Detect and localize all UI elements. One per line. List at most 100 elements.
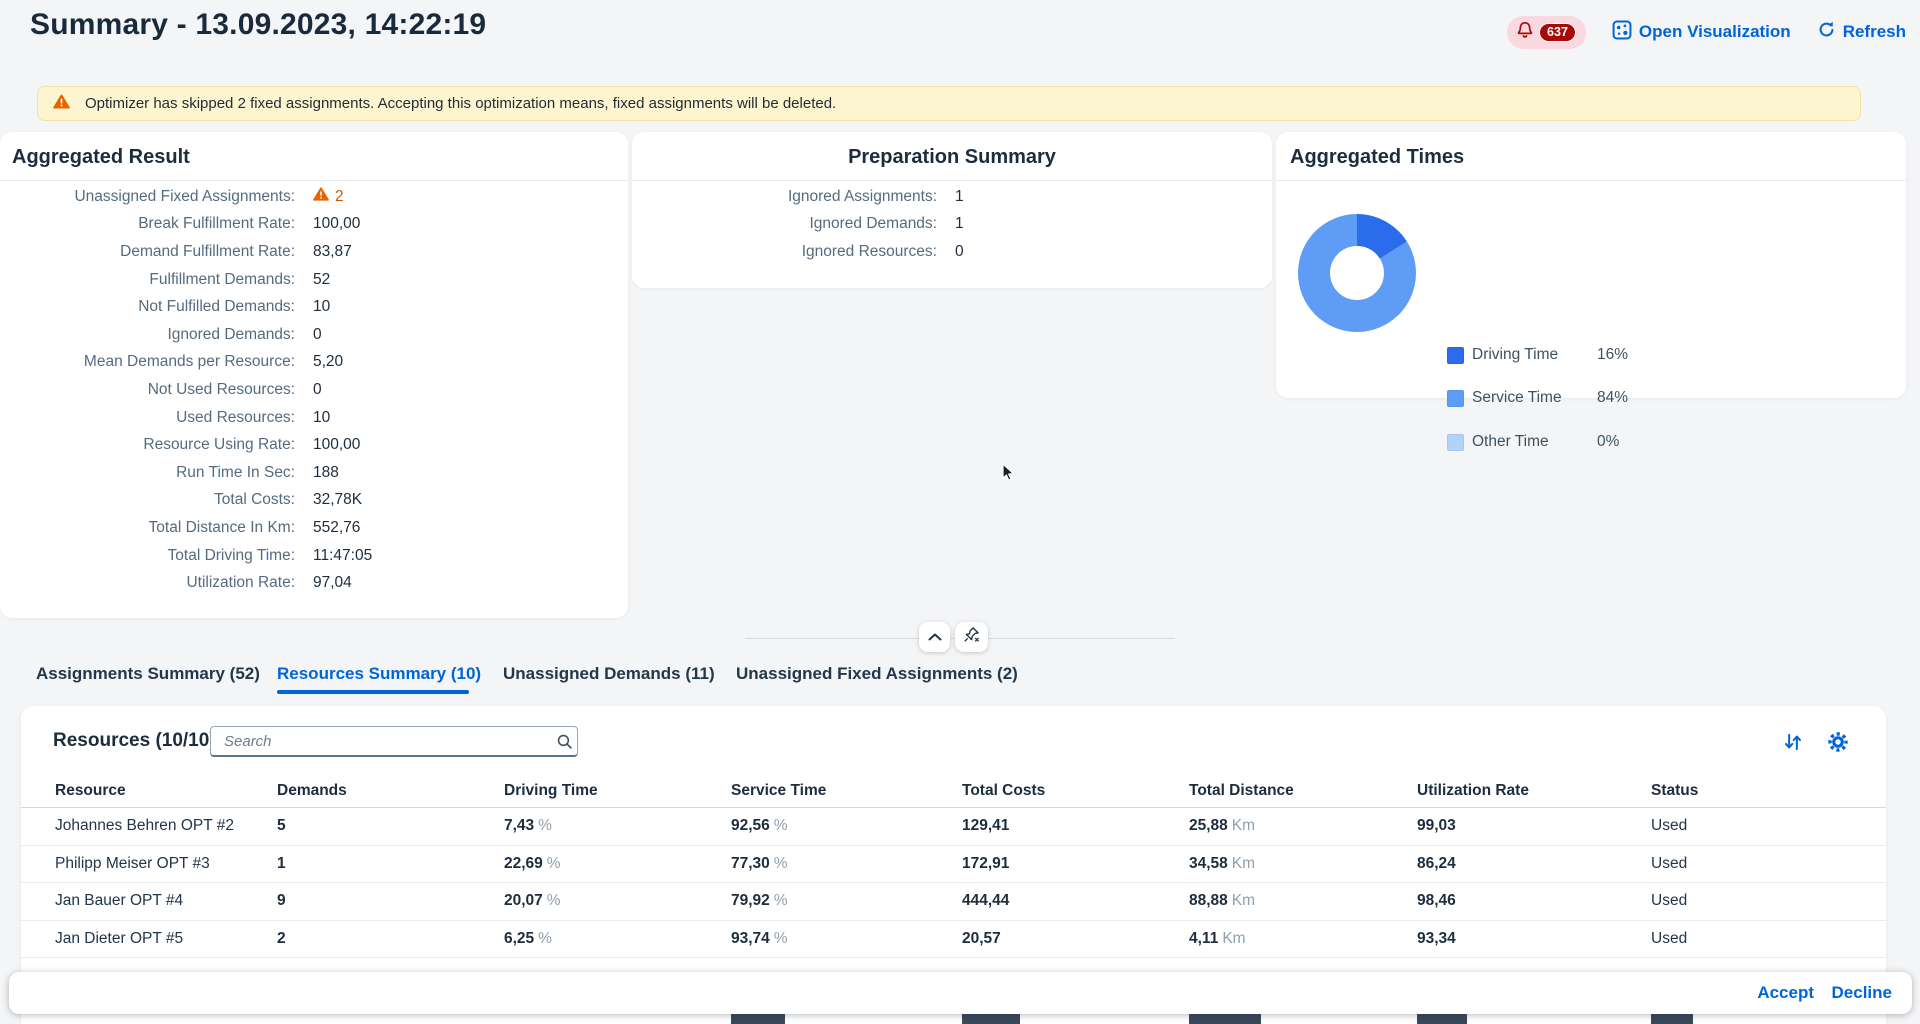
legend-swatch-other [1447,433,1464,451]
search-icon[interactable] [551,733,577,750]
column-header-demands[interactable]: Demands [277,781,347,799]
cell-total-costs: 129,41 [962,817,1010,835]
cell-utilization-rate: 86,24 [1417,854,1456,872]
tab-unassigned-fixed-assignments[interactable]: Unassigned Fixed Assignments (2) [736,664,1018,683]
warning-banner-text: Optimizer has skipped 2 fixed assignment… [85,95,837,112]
cell-total-costs: 172,91 [962,854,1010,872]
cell-service-time: 77,30% [731,854,788,872]
cell-driving-time: 7,43% [504,817,552,835]
header-actions: 637 Open Visualization Refresh [1507,14,1906,50]
tab-unassigned-demands[interactable]: Unassigned Demands (11) [503,664,715,683]
aggregated-result-rows: Unassigned Fixed Assignments: 2 Break Fu… [0,183,628,597]
kv-row: Mean Demands per Resource: 5,20 [83,353,344,371]
cell-status: Used [1651,929,1688,947]
aggregated-result-card: Aggregated Result Unassigned Fixed Assig… [0,132,628,618]
clipped-row-fragment [1417,1012,1467,1024]
search-input[interactable] [211,732,551,750]
aggregated-times-card: Aggregated Times Driving Time 16% Servic… [1276,132,1906,451]
open-visualization-button[interactable]: Open Visualization [1612,20,1791,45]
cell-resource: Jan Dieter OPT #5 [55,929,184,947]
table-row[interactable]: Johannes Behren OPT #2 5 7,43% 92,56% 12… [21,808,1886,846]
donut-hole [1330,246,1384,300]
table-body: Johannes Behren OPT #2 5 7,43% 92,56% 12… [21,808,1886,958]
cell-resource: Jan Bauer OPT #4 [55,892,184,910]
kv-row: Ignored Assignments: 1 [787,187,964,205]
kv-row: Not Used Resources: 0 [147,380,322,398]
gear-icon[interactable] [1827,731,1849,753]
table-header-row: Resource Demands Driving Time Service Ti… [21,774,1886,808]
resources-table-card: Resources (10/10) Resource Demands Drivi… [21,706,1886,1024]
cell-status: Used [1651,854,1688,872]
tab-assignments-summary[interactable]: Assignments Summary (52) [36,664,260,683]
cell-total-distance: 4,11 Km [1189,929,1246,947]
divider [1276,180,1906,181]
warning-icon [313,187,329,206]
column-header-utilization-rate[interactable]: Utilization Rate [1417,781,1529,799]
kv-row: Used Resources: 10 [176,408,331,426]
kv-row: Utilization Rate: 97,04 [186,574,352,592]
decline-button[interactable]: Decline [1831,983,1892,1002]
cell-service-time: 93,74% [731,929,788,947]
bell-icon [1516,21,1534,44]
column-header-total-costs[interactable]: Total Costs [962,781,1046,799]
preparation-summary-card: Preparation Summary Ignored Assignments:… [632,132,1272,288]
table-row[interactable]: Jan Bauer OPT #4 9 20,07% 79,92% 444,44 … [21,883,1886,921]
clipped-row-fragment [1651,1012,1693,1024]
pin-off-icon [963,626,980,648]
kv-row: Ignored Resources: 0 [801,242,964,260]
divider [632,180,1272,181]
cell-total-distance: 34,58 Km [1189,854,1256,872]
pin-header-button[interactable] [955,622,988,652]
table-row[interactable]: Jan Dieter OPT #5 2 6,25% 93,74% 20,57 4… [21,921,1886,958]
kv-row: Not Fulfilled Demands: 10 [138,298,331,316]
kv-row: Total Driving Time: 11:47:05 [167,546,373,564]
tab-resources-summary[interactable]: Resources Summary (10) [277,664,482,683]
sort-icon[interactable] [1782,731,1804,753]
accept-button[interactable]: Accept [1757,983,1814,1002]
warning-icon [53,93,70,114]
notifications-badge: 637 [1539,22,1576,42]
divider [0,180,628,181]
refresh-label: Refresh [1842,22,1906,41]
clipped-row-fragment [731,1012,785,1024]
column-header-driving-time[interactable]: Driving Time [504,781,598,799]
column-header-status[interactable]: Status [1651,781,1699,799]
cell-demands: 1 [277,854,286,872]
cell-total-distance: 88,88 Km [1189,892,1256,910]
kv-row: Ignored Demands: 0 [167,325,322,343]
collapse-header-button[interactable] [919,622,950,652]
cell-resource: Johannes Behren OPT #2 [55,817,234,835]
kv-row: Resource Using Rate: 100,00 [143,436,361,454]
cell-driving-time: 6,25% [504,929,552,947]
cell-demands: 5 [277,817,286,835]
kv-row: Run Time In Sec: 188 [176,463,339,481]
visualization-icon [1612,20,1632,45]
legend-item-service-time: Service Time 84% [1447,388,1628,408]
resources-table-title: Resources (10/10) [53,730,216,751]
cell-driving-time: 22,69% [504,854,561,872]
refresh-button[interactable]: Refresh [1817,20,1906,44]
cell-total-costs: 20,57 [962,929,1001,947]
aggregated-times-title: Aggregated Times [1290,146,1465,168]
cell-status: Used [1651,892,1688,910]
legend-item-other-time: Other Time 0% [1447,432,1619,452]
refresh-icon [1817,20,1836,44]
mouse-cursor [998,462,1018,487]
cell-total-distance: 25,88 Km [1189,817,1256,835]
cell-demands: 2 [277,929,286,947]
cell-utilization-rate: 99,03 [1417,817,1456,835]
footer-action-bar: Accept Decline [9,972,1912,1014]
table-row[interactable]: Philipp Meiser OPT #3 1 22,69% 77,30% 17… [21,846,1886,883]
kv-row: Total Costs: 32,78K [214,491,363,509]
cell-total-costs: 444,44 [962,892,1010,910]
selected-tab-underline [277,690,469,694]
column-header-total-distance[interactable]: Total Distance [1189,781,1294,799]
cell-driving-time: 20,07% [504,892,561,910]
column-header-resource[interactable]: Resource [55,781,126,799]
notifications-button[interactable]: 637 [1507,15,1586,49]
kv-row: Demand Fulfillment Rate: 83,87 [120,242,352,260]
legend-swatch-driving [1447,346,1464,364]
cell-demands: 9 [277,892,286,910]
preparation-summary-title: Preparation Summary [848,146,1056,168]
column-header-service-time[interactable]: Service Time [731,781,827,799]
